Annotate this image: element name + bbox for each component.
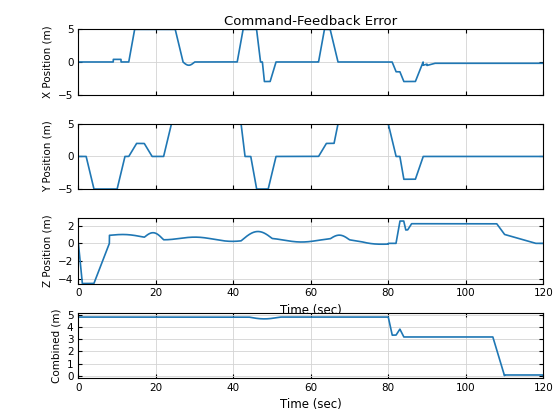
X-axis label: Time (sec): Time (sec)	[280, 399, 342, 412]
Y-axis label: Y Position (m): Y Position (m)	[43, 121, 53, 192]
Title: Command-Feedback Error: Command-Feedback Error	[224, 15, 398, 28]
Y-axis label: X Position (m): X Position (m)	[43, 26, 53, 98]
Y-axis label: Z Position (m): Z Position (m)	[43, 215, 53, 287]
X-axis label: Time (sec): Time (sec)	[280, 304, 342, 317]
Y-axis label: Combined (m): Combined (m)	[52, 308, 62, 383]
